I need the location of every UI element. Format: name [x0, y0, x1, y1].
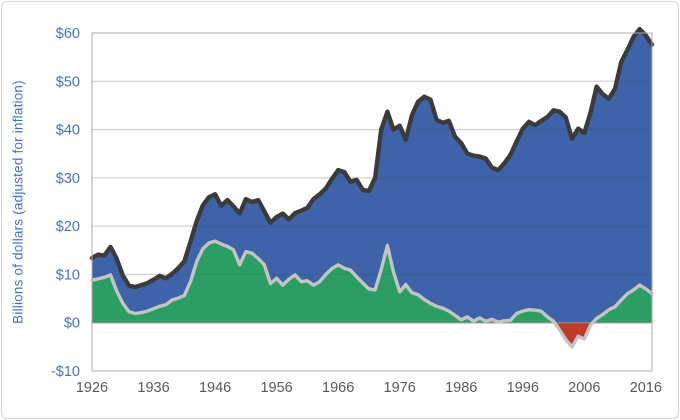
y-tick-label: $30: [56, 171, 80, 187]
y-tick-label: $50: [56, 74, 80, 90]
component-line: [90, 239, 654, 349]
x-tick-label: 1966: [322, 380, 354, 396]
total-line: [89, 26, 655, 290]
y-tick-label: $40: [56, 123, 80, 139]
y-tick-label: -$10: [51, 364, 80, 380]
y-tick-label: $10: [56, 267, 80, 283]
x-tick-label: 1946: [199, 380, 231, 396]
x-tick-label: 2016: [630, 380, 662, 396]
x-tick-label: 1996: [507, 380, 539, 396]
y-tick-label: $20: [56, 219, 80, 235]
x-tick-label: 1956: [260, 380, 292, 396]
x-tick-label: 2006: [568, 380, 600, 396]
x-tick-label: 1926: [76, 380, 108, 396]
y-tick-label: $0: [64, 316, 80, 332]
x-tick-label: 1936: [137, 380, 169, 396]
plot-border: [91, 32, 653, 372]
green-area: [92, 241, 652, 323]
blue-area: [92, 29, 652, 323]
x-tick-label: 1976: [384, 380, 416, 396]
x-tick-label: 1986: [445, 380, 477, 396]
y-tick-label: $60: [56, 26, 80, 42]
